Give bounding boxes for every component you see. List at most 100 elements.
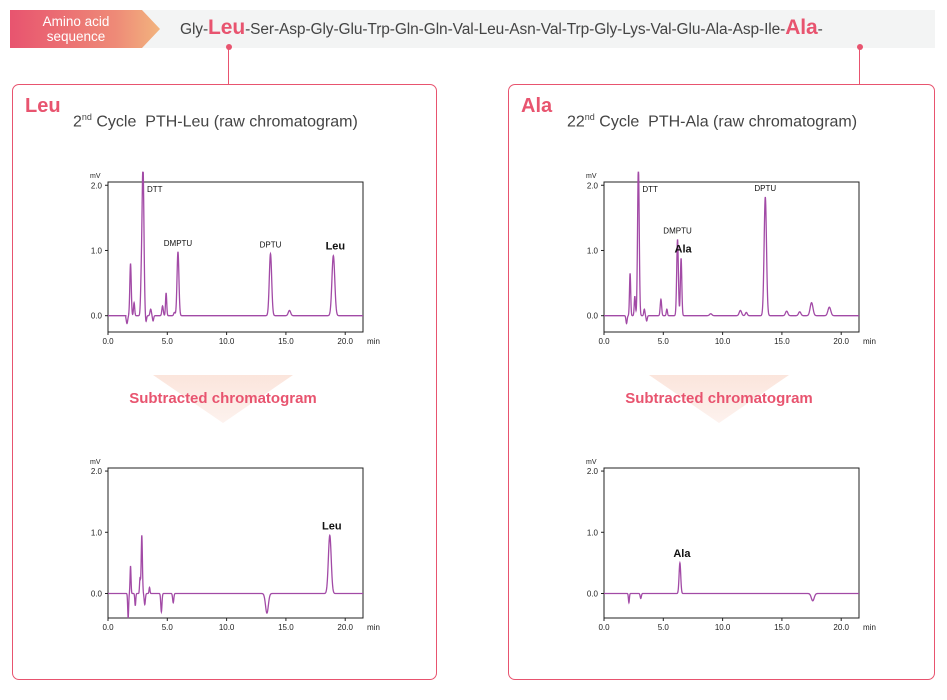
residue: Val [540, 21, 562, 38]
panel-leu: Leu 2nd Cycle PTH-Leu (raw chromatogram)… [12, 84, 437, 680]
peak-label: Leu [322, 520, 342, 532]
peak-label: DPTU [260, 241, 282, 250]
residue-separator: - [671, 21, 677, 38]
residue: Val [650, 21, 672, 38]
peak-label: Ala [675, 243, 693, 255]
x-axis-label: min [367, 337, 380, 346]
residue-separator: - [202, 21, 209, 38]
x-tick-label: 15.0 [774, 623, 790, 632]
y-axis-label: mV [586, 173, 597, 180]
panel-title: Leu [25, 95, 61, 117]
residue: Ala [705, 21, 728, 38]
x-tick-label: 20.0 [337, 337, 353, 346]
panel-subtitle: 2nd Cycle PTH-Leu (raw chromatogram) [73, 112, 358, 131]
residue: Glu [676, 21, 701, 38]
y-axis-label: mV [586, 459, 597, 466]
residue-separator: - [617, 21, 623, 38]
peak-label: DPTU [754, 184, 776, 193]
sequence-tag: Amino acid sequence [10, 10, 160, 48]
x-tick-label: 20.0 [833, 623, 849, 632]
y-tick-label: 0.0 [91, 312, 103, 321]
peak-label: Leu [326, 241, 346, 253]
y-tick-label: 2.0 [91, 467, 103, 476]
x-axis-label: min [863, 623, 876, 632]
residue-separator: - [273, 21, 280, 38]
connector-dot-ala [857, 44, 863, 50]
residue: Leu [208, 16, 246, 39]
residue: Trp [566, 21, 590, 38]
y-tick-label: 1.0 [91, 246, 103, 255]
peak-label: DMPTU [164, 239, 193, 248]
x-tick-label: 0.0 [598, 623, 610, 632]
residue: Gly [180, 21, 203, 38]
residue: Gly [310, 21, 334, 38]
x-tick-label: 0.0 [102, 623, 114, 632]
residue: Gln [423, 21, 448, 38]
residue-separator: - [780, 21, 786, 38]
residue: Ile [764, 21, 781, 38]
residue-separator: - [245, 21, 251, 38]
peak-label: Ala [673, 548, 691, 560]
x-tick-label: 5.0 [162, 623, 174, 632]
residue-separator: - [362, 21, 368, 38]
x-tick-label: 15.0 [774, 337, 790, 346]
residue: Val [452, 21, 474, 38]
panel-subtitle: 22nd Cycle PTH-Ala (raw chromatogram) [567, 112, 857, 131]
connector-line-leu [228, 47, 229, 84]
chromatogram-trace [108, 171, 363, 325]
residue: Leu [478, 21, 505, 38]
connector-line-ala [859, 47, 860, 84]
subtracted-label: Subtracted chromatogram [129, 390, 317, 407]
residue-separator: - [817, 21, 823, 38]
residue: Asn [509, 21, 536, 38]
sequence-tag-line2: sequence [46, 29, 106, 44]
plot-frame [603, 467, 860, 619]
x-tick-label: 15.0 [278, 623, 294, 632]
residue-separator: - [727, 21, 733, 38]
residue-separator: - [645, 21, 651, 38]
x-tick-label: 10.0 [715, 337, 731, 346]
residue-separator: - [589, 21, 595, 38]
plot-frame [107, 467, 364, 619]
chromatogram-trace [108, 533, 363, 619]
residue-separator: - [700, 21, 706, 38]
residue-separator: - [389, 21, 395, 38]
cycle-description: Cycle PTH-Leu (raw chromatogram) [91, 113, 358, 131]
y-tick-label: 2.0 [91, 181, 103, 190]
sequence-tag-line1: Amino acid [42, 14, 110, 29]
x-tick-label: 5.0 [658, 623, 670, 632]
y-tick-label: 2.0 [587, 181, 599, 190]
x-tick-label: 10.0 [715, 623, 731, 632]
x-tick-label: 15.0 [278, 337, 294, 346]
subtracted-indicator: Subtracted chromatogram [108, 375, 408, 425]
raw-chromatogram-leu: 0.0 1.0 2.0mV 0.0 5.0 10.0 15.0 20.0 min DTT DMPTU… [90, 171, 380, 346]
residue: Ala [785, 16, 818, 39]
residue-separator: - [759, 21, 765, 38]
sequence-banner: Amino acid sequence Gly-Leu-Ser-Asp-Gly-… [10, 10, 935, 48]
x-axis-label: min [367, 623, 380, 632]
raw-chromatogram-ala: 0.0 1.0 2.0mV 0.0 5.0 10.0 15.0 20.0 min DTT DMPTU… [586, 171, 876, 346]
peak-label: DMPTU [663, 226, 692, 235]
chromatogram-trace [604, 171, 859, 325]
x-tick-label: 0.0 [102, 337, 114, 346]
x-tick-label: 5.0 [658, 337, 670, 346]
y-tick-label: 0.0 [587, 312, 599, 321]
y-tick-label: 1.0 [587, 528, 599, 537]
residue-separator: - [418, 21, 424, 38]
x-tick-label: 0.0 [598, 337, 610, 346]
x-tick-label: 20.0 [833, 337, 849, 346]
cycle-suffix: nd [81, 112, 92, 122]
amino-acid-sequence: Gly-Leu-Ser-Asp-Gly-Glu-Trp-Gln-Gln-Val-… [180, 16, 823, 40]
residue-separator: - [305, 21, 311, 38]
residue: Asp [732, 21, 760, 38]
residue-separator: - [535, 21, 541, 38]
panel-ala: Ala 22nd Cycle PTH-Ala (raw chromatogram… [508, 84, 935, 680]
residue-separator: - [447, 21, 453, 38]
connector-dot-leu [226, 44, 232, 50]
residue: Lys [622, 21, 646, 38]
residue: Gly [594, 21, 618, 38]
y-tick-label: 0.0 [587, 590, 599, 599]
subtracted-chromatogram-ala: 0.0 1.0 2.0mV 0.0 5.0 10.0 15.0 20.0 min Ala [586, 459, 876, 632]
residue-separator: - [473, 21, 479, 38]
x-axis-label: min [863, 337, 876, 346]
